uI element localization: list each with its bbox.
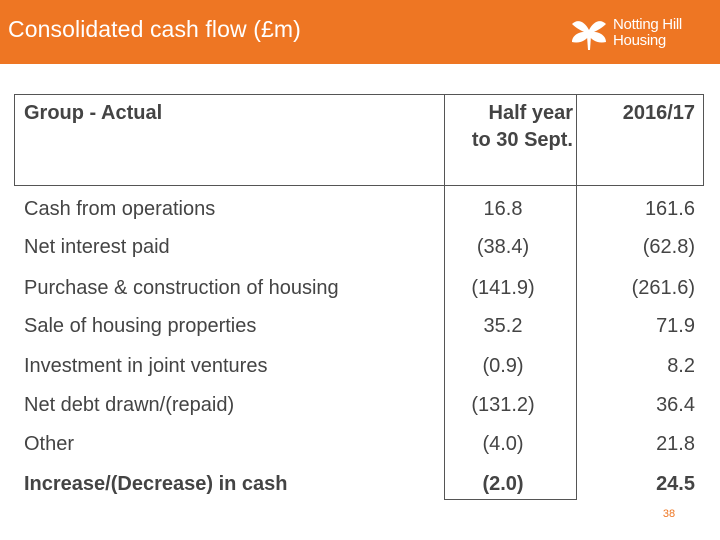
table-row: Sale of housing properties 35.2 71.9 bbox=[14, 309, 704, 348]
row-label: Sale of housing properties bbox=[24, 315, 257, 337]
table-row: Cash from operations 16.8 161.6 bbox=[14, 192, 704, 231]
half-year-header-line2: to 30 Sept. bbox=[471, 129, 573, 151]
table-row: Purchase & construction of housing (141.… bbox=[14, 271, 704, 310]
row-label: Net debt drawn/(repaid) bbox=[24, 394, 235, 416]
title-bar: Consolidated cash flow (£m) Notting Hill… bbox=[0, 0, 720, 64]
half-year-value: 35.2 bbox=[483, 315, 523, 337]
row-label: Increase/(Decrease) in cash bbox=[24, 473, 288, 495]
full-year-value: 8.2 bbox=[667, 355, 695, 377]
flower-logo-icon bbox=[572, 21, 606, 50]
table-row: Net debt drawn/(repaid) (131.2) 36.4 bbox=[14, 388, 704, 427]
half-year-value: (0.9) bbox=[482, 355, 524, 377]
row-label: Purchase & construction of housing bbox=[24, 277, 339, 299]
half-year-value: (141.9) bbox=[471, 277, 535, 299]
full-year-value: 21.8 bbox=[656, 433, 695, 455]
half-year-column-box bbox=[444, 94, 577, 500]
table-right-border bbox=[703, 94, 704, 186]
row-label: Cash from operations bbox=[24, 198, 216, 220]
row-label: Investment in joint ventures bbox=[24, 355, 268, 377]
full-year-value: 24.5 bbox=[656, 473, 695, 495]
group-actual-header: Group - Actual bbox=[24, 102, 163, 124]
table-row: Net interest paid (38.4) (62.8) bbox=[14, 230, 704, 269]
full-year-value: 36.4 bbox=[656, 394, 695, 416]
full-year-value: (261.6) bbox=[631, 277, 695, 299]
brand-name-line2: Housing bbox=[613, 32, 666, 49]
brand-logo: Notting Hill Housing bbox=[568, 14, 708, 52]
full-year-value: (62.8) bbox=[642, 236, 695, 258]
full-year-header: 2016/17 bbox=[622, 102, 695, 124]
brand-name-line1: Notting Hill bbox=[613, 16, 682, 33]
half-year-header: Half year to 30 Sept. bbox=[444, 100, 575, 154]
page-title: Consolidated cash flow (£m) bbox=[8, 16, 301, 42]
row-label: Other bbox=[24, 433, 75, 455]
half-year-value: (131.2) bbox=[471, 394, 535, 416]
full-year-value: 161.6 bbox=[644, 198, 695, 220]
table-row: Investment in joint ventures (0.9) 8.2 bbox=[14, 349, 704, 388]
half-year-value: (2.0) bbox=[482, 473, 524, 495]
total-row: Increase/(Decrease) in cash (2.0) 24.5 bbox=[14, 467, 704, 506]
full-year-value: 71.9 bbox=[656, 315, 695, 337]
table-row: Other (4.0) 21.8 bbox=[14, 427, 704, 466]
half-year-value: 16.8 bbox=[483, 198, 523, 220]
row-label: Net interest paid bbox=[24, 236, 170, 258]
half-year-header-line1: Half year bbox=[488, 102, 574, 124]
table-top-border bbox=[14, 94, 704, 95]
page-number: 38 bbox=[662, 508, 676, 520]
cash-flow-table: Group - Actual Half year to 30 Sept. 201… bbox=[14, 94, 704, 500]
half-year-value: (38.4) bbox=[476, 236, 530, 258]
half-year-value: (4.0) bbox=[482, 433, 524, 455]
header-divider bbox=[14, 185, 704, 186]
table-left-border bbox=[14, 94, 15, 186]
